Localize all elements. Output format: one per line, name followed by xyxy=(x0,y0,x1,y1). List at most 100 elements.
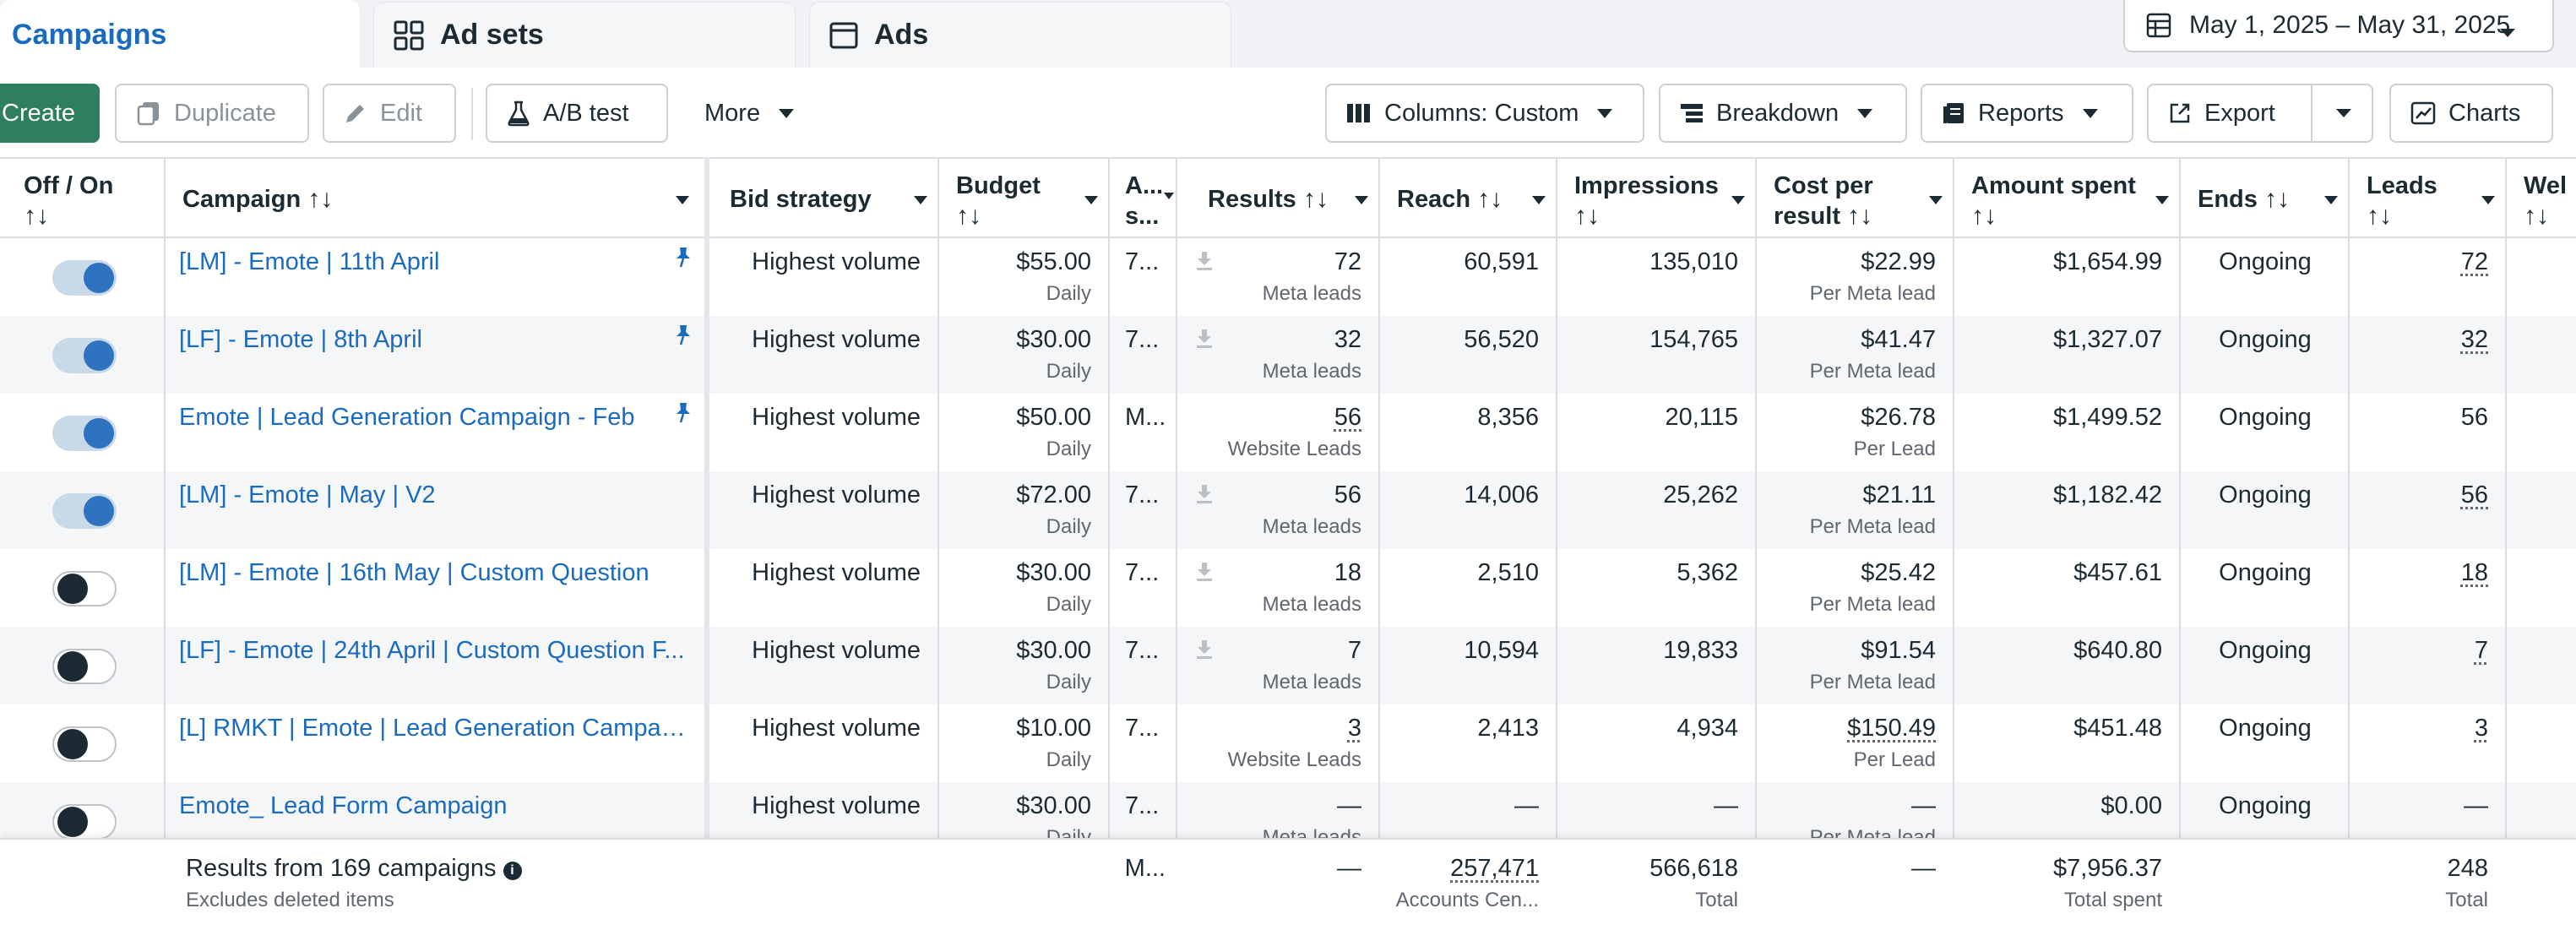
bid-strategy-value: Highest volume xyxy=(752,715,921,742)
campaign-toggle[interactable] xyxy=(52,260,117,296)
budget-cell[interactable]: $30.00 Daily xyxy=(939,316,1110,394)
toggle-knob xyxy=(84,340,114,371)
results-cell: 7 Meta leads xyxy=(1177,627,1380,704)
more-dropdown[interactable]: More xyxy=(684,84,819,143)
reports-dropdown[interactable]: Reports xyxy=(1921,84,2133,143)
campaign-toggle[interactable] xyxy=(52,649,117,684)
column-divider xyxy=(1755,157,1757,930)
campaign-toggle[interactable] xyxy=(52,416,117,451)
amount-spent-cell: $1,327.07 xyxy=(1954,316,2181,394)
column-header-leads[interactable]: Leads ↑↓ xyxy=(2350,159,2507,238)
campaign-toggle[interactable] xyxy=(52,493,117,529)
sort-icon: ↑↓ xyxy=(1847,202,1873,230)
pin-icon[interactable] xyxy=(672,323,694,348)
download-icon[interactable] xyxy=(1194,328,1215,350)
chevron-down-icon xyxy=(779,108,795,118)
pin-icon[interactable] xyxy=(672,245,694,270)
ab-test-button[interactable]: A/B test xyxy=(486,84,668,143)
column-header-budget[interactable]: Budget ↑↓ xyxy=(939,159,1110,238)
create-button[interactable]: Create xyxy=(0,84,100,143)
edit-button-label: Edit xyxy=(380,99,422,127)
budget-cell[interactable]: $10.00 Daily xyxy=(939,704,1110,782)
campaign-name-cell: [LF] - Emote | 8th April xyxy=(166,316,706,394)
download-icon[interactable] xyxy=(1194,483,1215,505)
campaign-name-link[interactable]: [LF] - Emote | 8th April xyxy=(179,326,422,353)
leads-value[interactable]: 32 xyxy=(2460,326,2488,353)
frozen-column-divider[interactable] xyxy=(704,157,709,930)
attribution-cell: 7... xyxy=(1110,316,1177,394)
download-icon[interactable] xyxy=(1194,639,1215,661)
leads-value[interactable]: 72 xyxy=(2460,248,2488,275)
table-row[interactable]: [LM] - Emote | May | V2 Highest volume $72… xyxy=(0,471,2576,549)
column-header-off-on[interactable]: Off / On ↑↓ xyxy=(7,159,166,238)
sort-icon: ↑↓ xyxy=(2524,202,2549,230)
impressions-value: 154,765 xyxy=(1649,326,1738,353)
column-header-results[interactable]: Results ↑↓ xyxy=(1177,159,1380,238)
budget-cell[interactable]: $55.00 Daily xyxy=(939,238,1110,316)
results-value[interactable]: 56 xyxy=(1334,404,1361,431)
tab-ads[interactable]: Ads xyxy=(809,2,1231,68)
column-header-attribution[interactable]: A... s... xyxy=(1110,159,1177,238)
campaign-toggle[interactable] xyxy=(52,726,117,762)
column-header-campaign[interactable]: Campaign ↑↓ xyxy=(166,159,701,238)
amount-spent-value: $1,499.52 xyxy=(2052,404,2162,431)
column-header-ends[interactable]: Ends ↑↓ xyxy=(2181,159,2350,238)
campaign-toggle[interactable] xyxy=(52,338,117,373)
column-header-impressions[interactable]: Impressions ↑↓ xyxy=(1557,159,1757,238)
campaign-name-link[interactable]: [LM] - Emote | May | V2 xyxy=(179,481,436,509)
edit-button[interactable]: Edit xyxy=(323,84,456,143)
date-range-picker[interactable]: May 1, 2025 – May 31, 2025 xyxy=(2123,0,2554,52)
table-row[interactable]: [LF] - Emote | 24th April | Custom Quest… xyxy=(0,627,2576,704)
column-header-bid-strategy[interactable]: Bid strategy xyxy=(713,159,939,238)
leads-value[interactable]: 56 xyxy=(2460,481,2488,509)
pin-icon[interactable] xyxy=(672,400,694,426)
toggle-knob xyxy=(84,263,114,293)
budget-cell[interactable]: $50.00 Daily xyxy=(939,394,1110,471)
tab-ad-sets[interactable]: Ad sets xyxy=(373,2,796,68)
column-header-reach[interactable]: Reach ↑↓ xyxy=(1380,159,1557,238)
leads-value[interactable]: 18 xyxy=(2460,559,2488,586)
export-options-dropdown[interactable] xyxy=(2311,84,2373,143)
summary-amount-spent-value: $7,956.37 xyxy=(2052,855,2162,882)
table-row[interactable]: [LF] - Emote | 8th April Highest volume $3… xyxy=(0,316,2576,394)
bid-strategy-cell: Highest volume xyxy=(713,549,939,627)
table-row[interactable]: [LM] - Emote | 16th May | Custom Questio… xyxy=(0,549,2576,627)
columns-dropdown[interactable]: Columns: Custom xyxy=(1325,84,1644,143)
column-divider xyxy=(937,157,939,930)
tab-campaigns[interactable]: Campaigns xyxy=(0,0,360,69)
table-row[interactable]: Emote | Lead Generation Campaign - Feb Hi… xyxy=(0,394,2576,471)
budget-cell[interactable]: $30.00 Daily xyxy=(939,549,1110,627)
breakdown-dropdown[interactable]: Breakdown xyxy=(1659,84,1907,143)
results-value[interactable]: 3 xyxy=(1347,715,1361,742)
campaign-name-link[interactable]: Emote_ Lead Form Campaign xyxy=(179,792,508,819)
ends-cell: Ongoing xyxy=(2181,782,2350,860)
download-icon[interactable] xyxy=(1194,561,1215,583)
ends-cell: Ongoing xyxy=(2181,238,2350,316)
campaign-name-link[interactable]: [LM] - Emote | 16th May | Custom Questio… xyxy=(179,559,649,586)
table-row[interactable]: [L] RMKT | Emote | Lead Generation Campa… xyxy=(0,704,2576,782)
campaign-name-link[interactable]: [LM] - Emote | 11th April xyxy=(179,248,440,275)
leads-value[interactable]: 3 xyxy=(2474,715,2488,742)
charts-button[interactable]: Charts xyxy=(2389,84,2553,143)
download-icon[interactable] xyxy=(1194,250,1215,272)
campaign-toggle[interactable] xyxy=(52,804,117,840)
export-button[interactable]: Export xyxy=(2147,84,2312,143)
impressions-value: — xyxy=(1714,792,1738,819)
campaign-name-link[interactable]: [LF] - Emote | 24th April | Custom Quest… xyxy=(179,637,685,664)
budget-cell[interactable]: $72.00 Daily xyxy=(939,471,1110,549)
leads-value[interactable]: 7 xyxy=(2474,637,2488,664)
table-row[interactable]: [LM] - Emote | 11th April Highest volume $… xyxy=(0,238,2576,316)
budget-cell[interactable]: $30.00 Daily xyxy=(939,627,1110,704)
campaign-name-link[interactable]: Emote | Lead Generation Campaign - Feb xyxy=(179,404,635,431)
column-header-label: Reach xyxy=(1397,186,1471,213)
column-header-amount-spent[interactable]: Amount spent ↑↓ xyxy=(1954,159,2181,238)
campaign-toggle[interactable] xyxy=(52,571,117,606)
column-header-cost-per-result[interactable]: Cost per result ↑↓ xyxy=(1757,159,1954,238)
duplicate-button[interactable]: Duplicate xyxy=(115,84,309,143)
column-header-website[interactable]: Wel ↑↓ xyxy=(2507,159,2576,238)
cost-per-result-value[interactable]: $150.49 xyxy=(1847,715,1936,742)
summary-reach-value[interactable]: 257,471 xyxy=(1450,855,1539,882)
campaign-name-link[interactable]: [L] RMKT | Emote | Lead Generation Campa… xyxy=(179,715,686,742)
budget-value: $30.00 xyxy=(1016,559,1091,586)
info-icon[interactable]: i xyxy=(503,862,522,880)
